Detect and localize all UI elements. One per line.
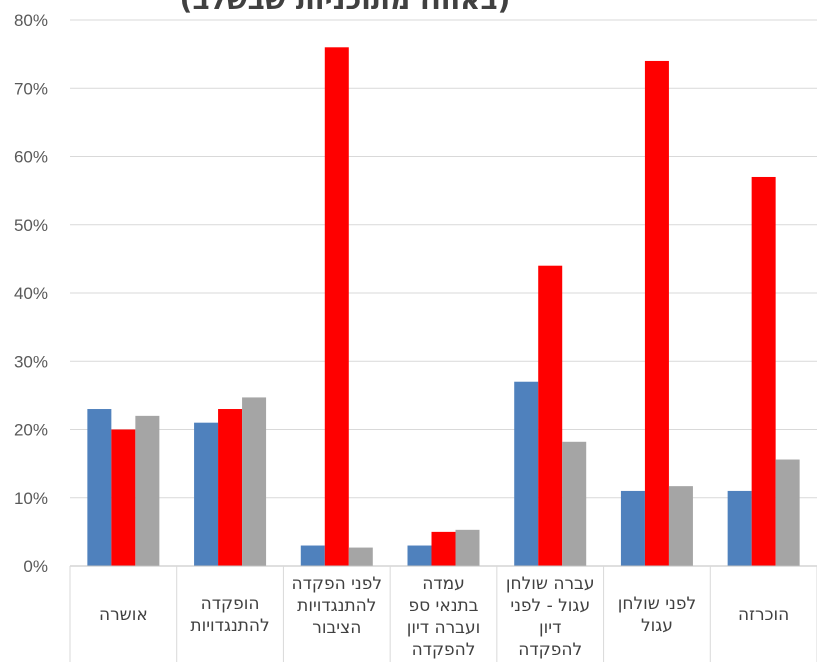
bar [751, 176, 776, 566]
bar [514, 381, 539, 566]
x-tick-label-line: בתנאי ספ [408, 596, 478, 616]
x-tick-label-line: הופקדה [201, 594, 260, 614]
bar [620, 490, 645, 566]
x-tick-label-line: לפני שולחן [618, 594, 696, 614]
y-tick-label: 70% [14, 79, 48, 98]
bar [87, 409, 112, 566]
bar [135, 415, 160, 566]
bar [111, 429, 136, 566]
y-tick-label: 30% [14, 352, 48, 371]
y-tick-label: 60% [14, 148, 48, 167]
x-tick-label-line: לפני הפקדה [292, 574, 382, 594]
x-tick-label-line: להתנגדויות [297, 596, 376, 616]
x-tick-label-line: עגול [641, 616, 673, 636]
x-tick-label-line: הוכרזה [738, 605, 789, 625]
bar [455, 529, 480, 566]
chart-title: (באחוז מתוכניות שבשלב) [180, 0, 511, 16]
bar [538, 265, 563, 566]
bar [242, 397, 267, 566]
x-tick-label-line: ועברה דיון [407, 618, 481, 638]
bar [775, 459, 800, 566]
y-tick-label: 0% [23, 557, 48, 576]
bar [727, 490, 752, 566]
bar [300, 545, 325, 566]
x-tick-label-line: להפקדה [412, 640, 476, 660]
x-tick-label-line: עמדה [422, 574, 465, 594]
y-tick-label: 20% [14, 421, 48, 440]
y-tick-label: 40% [14, 284, 48, 303]
bar [644, 60, 669, 566]
bar [562, 441, 587, 566]
x-tick-label-line: הציבור [312, 618, 361, 638]
x-tick-label-line: להתנגדויות [190, 616, 269, 636]
bar [324, 47, 349, 567]
x-tick-label-line: אושרה [99, 605, 148, 625]
x-tick-label-line: עגול - לפני [510, 596, 590, 616]
bar [348, 547, 373, 566]
bar [431, 531, 456, 566]
bar [194, 422, 219, 566]
bar [668, 486, 693, 566]
y-tick-label: 50% [14, 216, 48, 235]
x-tick-label-line: דיון [539, 618, 561, 638]
x-tick-label: הוכרזה [738, 605, 789, 625]
bar [218, 409, 243, 566]
bar [407, 545, 432, 566]
x-tick-label: אושרה [99, 605, 148, 625]
y-tick-label: 80% [14, 11, 48, 30]
x-tick-label-line: להפקדה [518, 640, 582, 660]
x-tick-label-line: עברה שולחן [506, 574, 595, 594]
y-tick-label: 10% [14, 489, 48, 508]
